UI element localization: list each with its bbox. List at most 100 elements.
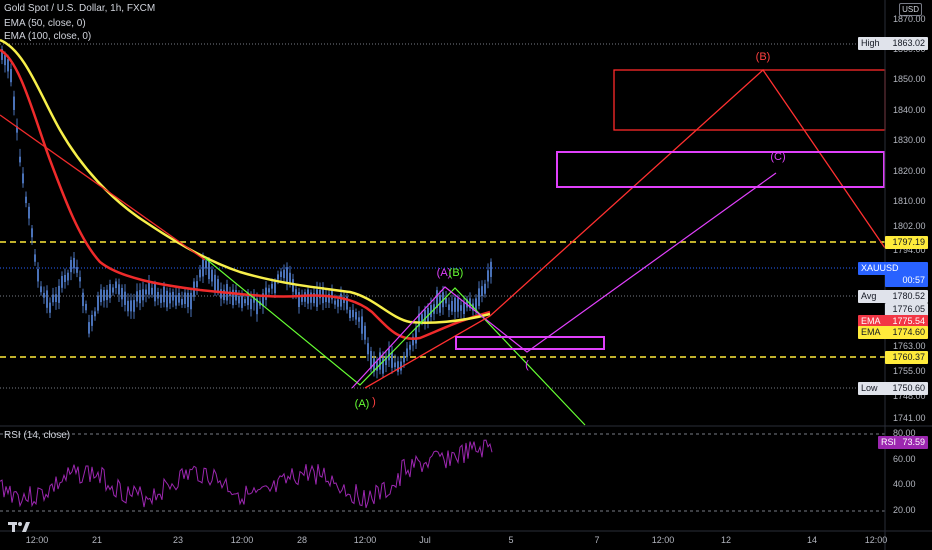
rsi-tick-label: 20.00 [893, 505, 916, 515]
wave-label[interactable]: ) [372, 396, 376, 408]
red-wave-path[interactable] [364, 69, 886, 389]
candle-body [109, 284, 111, 299]
ema-100-line [0, 48, 491, 341]
currency-button[interactable]: USD [899, 3, 922, 16]
candle-body [445, 298, 447, 304]
candle-body [163, 286, 165, 303]
candle-body [214, 274, 216, 291]
target-zone-b-box[interactable] [613, 69, 886, 131]
candle-body [412, 336, 414, 346]
candle-body [61, 276, 63, 288]
wave-label[interactable]: (B) [448, 267, 464, 279]
candle-body [301, 296, 303, 302]
candle-body [400, 361, 402, 371]
candle-body [397, 361, 399, 372]
tradingview-logo-icon[interactable] [8, 520, 30, 534]
candle-body [481, 286, 483, 297]
price-tick-label: 1748.00 [893, 391, 926, 401]
wave-label[interactable]: (A) [354, 398, 370, 410]
price-tick-label: 1870.00 [893, 14, 926, 24]
candle-body [475, 298, 477, 312]
downtrend-line[interactable] [0, 114, 206, 261]
candle-body [136, 291, 138, 302]
time-tick-label: 23 [172, 535, 184, 545]
price-tag-label: Low [861, 383, 878, 393]
candle-body [10, 69, 12, 83]
price-tag-label: EMA [861, 316, 881, 326]
candle-body [208, 261, 210, 280]
candle-body [418, 313, 420, 327]
rsi-value-tag: RSI 73.59 [878, 436, 928, 449]
time-tick-label: 12 [720, 535, 732, 545]
rsi-line [0, 439, 493, 508]
target-zone-c-box[interactable] [556, 151, 885, 188]
candle-body [67, 272, 69, 281]
candle-body [28, 206, 30, 219]
candlestick-series [1, 45, 492, 379]
candle-body [166, 290, 168, 308]
candle-body [355, 312, 357, 320]
candle-body [250, 299, 252, 310]
candle-body [256, 298, 258, 315]
candle-body [76, 267, 78, 273]
candle-body [145, 289, 147, 295]
price-tag: Low 1750.60 [858, 382, 928, 395]
candle-body [70, 259, 72, 273]
candle-body [352, 309, 354, 318]
candle-body [199, 269, 201, 278]
candle-body [220, 289, 222, 299]
candle-body [343, 297, 345, 304]
candle-body [223, 289, 225, 301]
candle-body [268, 288, 270, 293]
candle-body [358, 317, 360, 322]
candle-body [73, 257, 75, 269]
candle-body [205, 260, 207, 269]
candle-body [391, 352, 393, 368]
green-wave-path[interactable] [204, 257, 586, 426]
candle-body [367, 343, 369, 355]
candle-body [313, 293, 315, 304]
candle-body [52, 294, 54, 303]
time-tick-label: 21 [91, 535, 103, 545]
magenta-wave-path[interactable] [351, 172, 777, 389]
candle-body [370, 351, 372, 369]
ema-50-legend[interactable]: EMA (50, close, 0) [4, 18, 86, 29]
price-tick-label: 1830.00 [893, 135, 926, 145]
time-tick-label: 7 [594, 535, 600, 545]
candle-body [388, 348, 390, 361]
candle-body [334, 300, 336, 305]
wave-label[interactable]: (A) [436, 267, 452, 279]
candle-body [19, 156, 21, 163]
ema-100-legend[interactable]: EMA (100, close, 0) [4, 31, 92, 42]
candle-body [286, 267, 288, 284]
wave-label[interactable]: (C) [770, 151, 786, 163]
price-tag-label: High [861, 38, 880, 48]
candle-body [100, 289, 102, 303]
candle-body [382, 358, 384, 374]
candle-body [40, 286, 42, 293]
rsi-tick-label: 40.00 [893, 479, 916, 489]
price-tick-label: 1802.00 [893, 221, 926, 231]
candle-body [118, 284, 120, 295]
entry-zone-box[interactable] [455, 336, 605, 350]
candle-body [124, 291, 126, 305]
candle-body [190, 292, 192, 310]
candle-body [316, 289, 318, 307]
wave-label[interactable]: ( [525, 359, 529, 371]
candle-body [409, 344, 411, 350]
candle-body [379, 352, 381, 370]
candle-body [241, 295, 243, 308]
wave-label[interactable]: (B) [755, 51, 771, 63]
symbol-title[interactable]: Gold Spot / U.S. Dollar, 1h, FXCM [4, 3, 156, 14]
candle-body [172, 291, 174, 301]
rsi-legend[interactable]: RSI (14, close) [4, 430, 71, 441]
candle-body [415, 327, 417, 344]
candle-body [340, 293, 342, 307]
candle-body [157, 291, 159, 299]
candle-body [436, 290, 438, 308]
price-tag-label: XAUUSD [861, 263, 899, 273]
countdown-tag: 00:57 [885, 274, 928, 287]
candle-body [244, 299, 246, 304]
candle-body [211, 269, 213, 282]
